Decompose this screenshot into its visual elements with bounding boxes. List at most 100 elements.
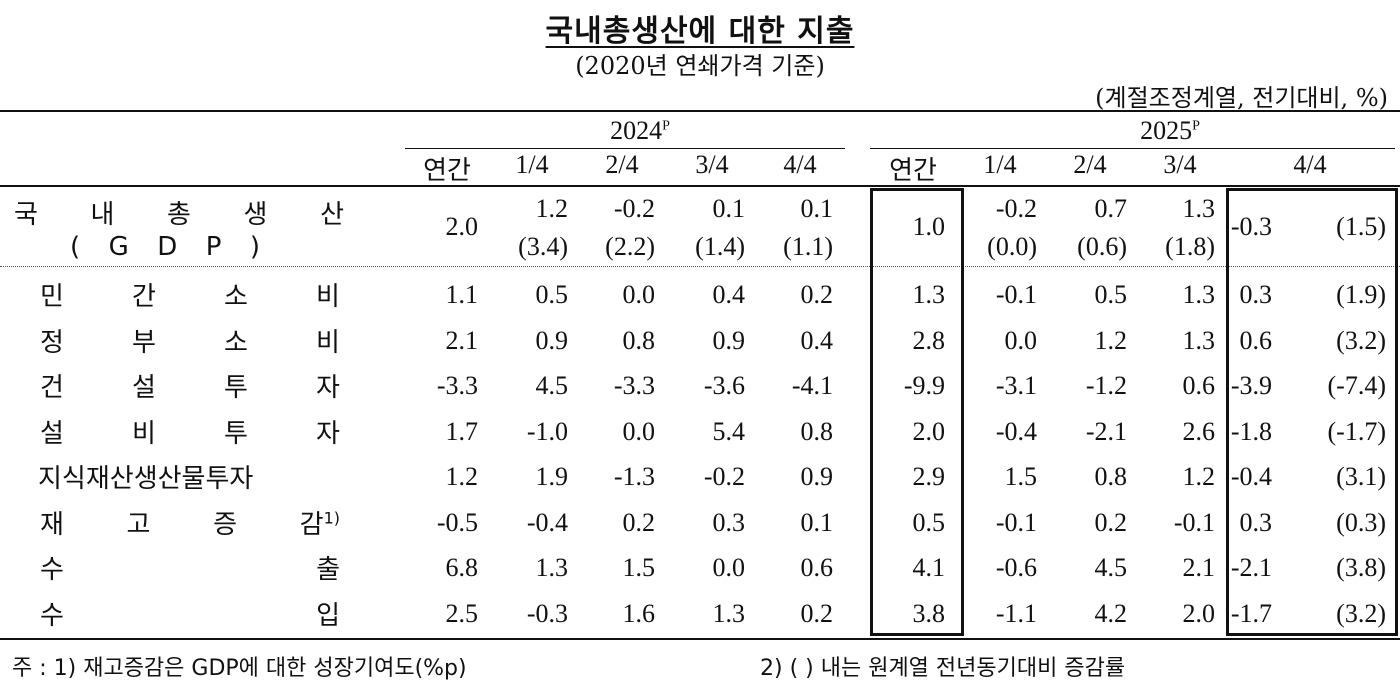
gdp-value-7: 0.7 (1094, 194, 1128, 223)
row-0-value-9: 0.3 (1239, 280, 1273, 309)
label-char: 총 (167, 200, 191, 230)
label-char: 투 (205, 464, 230, 494)
row-6-value-9: -2.1 (1230, 553, 1272, 582)
row-4-value-8: 1.2 (1182, 462, 1216, 491)
row-6-value-7: 4.5 (1094, 553, 1128, 582)
row-6-value-2: 1.5 (622, 553, 656, 582)
row-7-yoy: (3.2) (1336, 599, 1386, 628)
row-5-value-2: 0.2 (622, 508, 656, 537)
row-3-value-3: 5.4 (712, 417, 746, 446)
row-0-value-4: 0.2 (800, 280, 834, 309)
gdp-yoy-8: (1.8) (1165, 232, 1215, 261)
row-2-value-8: 0.6 (1182, 371, 1216, 400)
label-char: 생 (133, 464, 158, 494)
label-char: 산 (320, 200, 344, 230)
row-4-value-0: 1.2 (445, 462, 479, 491)
column-header-7: 2/4 (1073, 150, 1107, 179)
column-header-6: 1/4 (983, 150, 1017, 179)
row-6-value-0: 6.8 (445, 553, 479, 582)
row-1-value-4: 0.4 (800, 326, 834, 355)
label-char: ) (249, 232, 260, 262)
row-3-yoy: (-1.7) (1327, 417, 1386, 446)
label-char: 재 (85, 464, 110, 494)
label-char: 재 (40, 510, 64, 540)
label-char: 증 (213, 510, 238, 540)
column-header-1: 1/4 (515, 150, 549, 179)
row-3-value-4: 0.8 (800, 417, 834, 446)
label-char: 비 (132, 419, 156, 449)
row-1-value-1: 0.9 (535, 326, 569, 355)
row-6-value-1: 1.3 (535, 553, 569, 582)
row-3-value-9: -1.8 (1230, 417, 1272, 446)
label-char: 물 (181, 464, 206, 494)
row-3-value-1: -1.0 (526, 417, 568, 446)
column-header-8: 3/4 (1163, 150, 1197, 179)
gdp-yoy-4: (1.1) (783, 232, 833, 261)
row-0-value-1: 0.5 (535, 280, 569, 309)
header-bottom-rule (0, 185, 1400, 187)
label-char: 감1) (299, 508, 340, 540)
row-0-value-7: 0.5 (1094, 280, 1128, 309)
gdp-value-2: -0.2 (613, 194, 655, 223)
label-char: 건 (40, 373, 64, 403)
gdp-value-5: 1.0 (912, 212, 946, 241)
row-0-value-8: 1.3 (1182, 280, 1216, 309)
label-char: 식 (61, 464, 86, 494)
row-1-value-0: 2.1 (445, 326, 479, 355)
row-7-value-4: 0.2 (800, 599, 834, 628)
row-7-value-2: 1.6 (622, 599, 656, 628)
footnote-2: 2) ( ) 내는 원계열 전년동기대비 증감률 (760, 656, 1126, 681)
label-char: 고 (126, 510, 151, 540)
row-5-value-9: 0.3 (1239, 508, 1273, 537)
gdp-value-3: 0.1 (712, 194, 746, 223)
row-7-value-7: 4.2 (1094, 599, 1128, 628)
label-char: 수 (40, 601, 64, 631)
gdp-value-1: 1.2 (535, 194, 569, 223)
label-char: 투 (224, 373, 248, 403)
row-5-value-4: 0.1 (800, 508, 834, 537)
label-char: 부 (132, 328, 156, 358)
column-header-3: 3/4 (695, 150, 729, 179)
row-7-value-5: 3.8 (912, 599, 946, 628)
row-1-value-2: 0.8 (622, 326, 656, 355)
gdp-value-0: 2.0 (445, 212, 479, 241)
row-7-value-1: -0.3 (526, 599, 568, 628)
row-5-yoy: (0.3) (1336, 508, 1386, 537)
label-char: 비 (316, 282, 340, 312)
label-char: 정 (40, 328, 64, 358)
row-5-value-1: -0.4 (526, 508, 568, 537)
label-char: 산 (109, 464, 134, 494)
label-char: 비 (316, 328, 340, 358)
row-5-value-5: 0.5 (912, 508, 946, 537)
row-6-value-3: 0.0 (712, 553, 746, 582)
gdp-value-6: -0.2 (995, 194, 1037, 223)
label-char: 민 (40, 282, 64, 312)
row-5-value-7: 0.2 (1094, 508, 1128, 537)
row-4-value-7: 0.8 (1094, 462, 1128, 491)
row-1-value-3: 0.9 (712, 326, 746, 355)
year-underline-2024 (405, 148, 845, 149)
label-char: 자 (316, 373, 340, 403)
label-char: 간 (132, 282, 156, 312)
footnote-marker: 1) (323, 508, 340, 528)
table-top-rule (0, 110, 1400, 112)
row-0-value-5: 1.3 (912, 280, 946, 309)
row-4-value-4: 0.9 (800, 462, 834, 491)
row-5-value-3: 0.3 (712, 508, 746, 537)
row-0-value-3: 0.4 (712, 280, 746, 309)
row-0-value-6: -0.1 (995, 280, 1037, 309)
row-7-value-8: 2.0 (1182, 599, 1216, 628)
row-2-value-5: -9.9 (903, 371, 945, 400)
q4-2025-highlight-box (1226, 188, 1398, 636)
row-4-value-3: -0.2 (703, 462, 745, 491)
label-char: 생 (243, 200, 268, 230)
gdp-separator (0, 266, 1400, 267)
gdp-yoy-3: (1.4) (695, 232, 745, 261)
gdp-yoy-q4-2025: (1.5) (1336, 212, 1386, 241)
